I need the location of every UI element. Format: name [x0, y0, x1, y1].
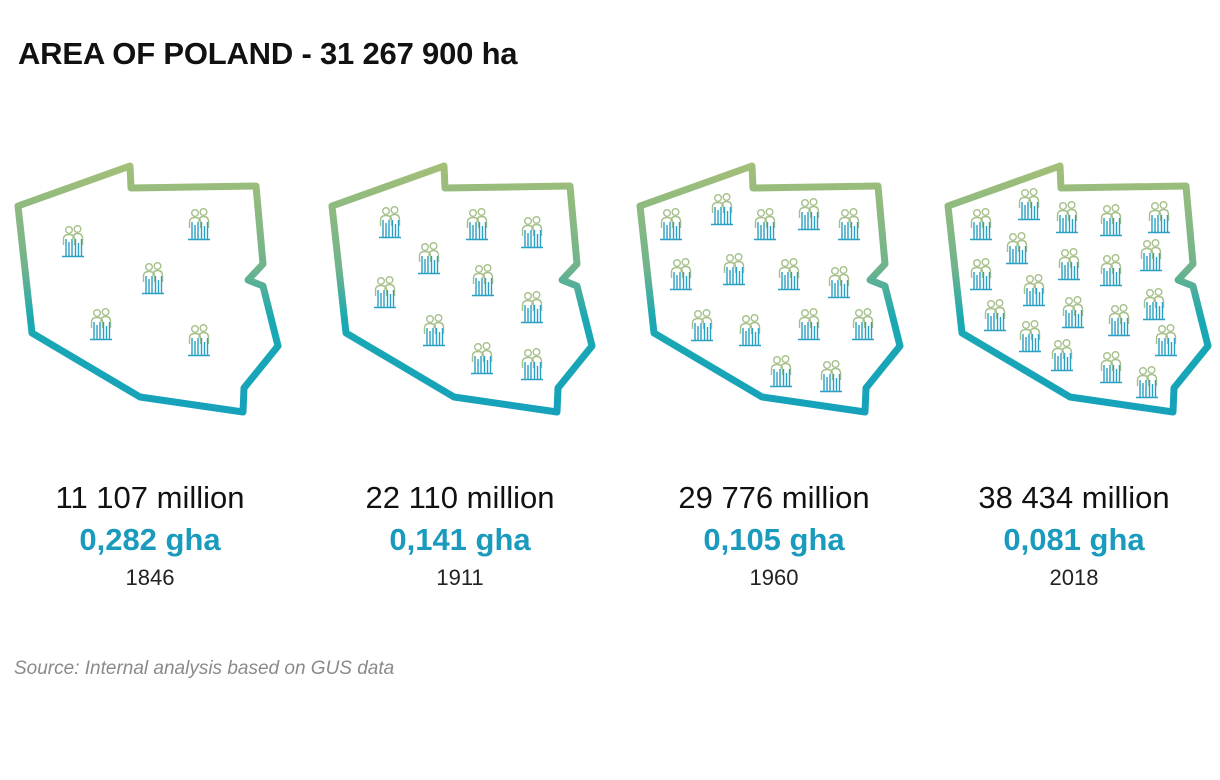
population-value: 38 434 million — [978, 480, 1170, 515]
people-icon — [797, 198, 821, 231]
people-icon — [969, 208, 993, 241]
per-capita-value: 0,141 gha — [389, 522, 531, 557]
panel-1960: 29 776 million 0,105 gha 1960 — [624, 478, 924, 594]
people-icon — [1099, 254, 1123, 287]
people-icon — [1139, 239, 1163, 272]
people-icon — [819, 360, 843, 393]
people-icon — [1050, 339, 1074, 372]
people-icon — [187, 324, 211, 357]
people-icon — [797, 308, 821, 341]
year-label: 1846 — [125, 565, 175, 590]
year-label: 2018 — [1049, 565, 1099, 590]
poland-outline — [328, 162, 596, 416]
map-panel-1960 — [636, 162, 904, 416]
people-icon — [769, 355, 793, 388]
poland-maps — [14, 162, 1212, 416]
source-note: Source: Internal analysis based on GUS d… — [14, 658, 395, 679]
chart-title: AREA OF POLAND - 31 267 900 ha — [18, 36, 518, 71]
map-panel-1911 — [328, 162, 596, 416]
poland-outline — [14, 162, 282, 416]
people-icon — [710, 193, 734, 226]
people-icon — [659, 208, 683, 241]
people-icon — [738, 314, 762, 347]
people-icon — [417, 242, 441, 275]
people-icon — [471, 264, 495, 297]
people-icon — [89, 308, 113, 341]
people-icon — [422, 314, 446, 347]
panel-1911: 22 110 million 0,141 gha 1911 — [310, 478, 610, 594]
population-value: 22 110 million — [365, 480, 555, 515]
people-icon — [520, 348, 544, 381]
people-icon — [777, 258, 801, 291]
panel-2018: 38 434 million 0,081 gha 2018 — [924, 478, 1220, 594]
map-panel-2018 — [944, 162, 1212, 416]
people-icon — [141, 262, 165, 295]
people-icon — [1057, 248, 1081, 281]
people-icon — [1018, 320, 1042, 353]
people-icon — [1022, 274, 1046, 307]
people-icon — [520, 291, 544, 324]
per-capita-value: 0,282 gha — [79, 522, 221, 557]
people-icon — [465, 208, 489, 241]
people-icon — [61, 225, 85, 258]
people-icon — [753, 208, 777, 241]
people-icon — [722, 253, 746, 286]
people-icon — [1135, 366, 1159, 399]
people-icon — [837, 208, 861, 241]
map-panel-1846 — [14, 162, 282, 416]
people-icon — [1099, 204, 1123, 237]
people-icon — [1005, 232, 1029, 265]
people-icon — [690, 309, 714, 342]
people-icon — [969, 258, 993, 291]
year-label: 1960 — [749, 565, 799, 590]
people-icon — [669, 258, 693, 291]
people-icon — [1099, 351, 1123, 384]
people-icon — [187, 208, 211, 241]
people-icon — [1147, 201, 1171, 234]
population-value: 29 776 million — [678, 480, 870, 515]
people-icon — [1061, 296, 1085, 329]
people-icon — [470, 342, 494, 375]
per-capita-value: 0,081 gha — [1003, 522, 1145, 557]
people-icon — [1055, 201, 1079, 234]
people-icon — [851, 308, 875, 341]
poland-outline — [636, 162, 904, 416]
poland-outline — [944, 162, 1212, 416]
per-capita-value: 0,105 gha — [703, 522, 845, 557]
people-icon — [983, 299, 1007, 332]
people-icon — [373, 276, 397, 309]
people-icon — [1142, 288, 1166, 321]
people-icon — [520, 216, 544, 249]
people-icon — [378, 206, 402, 239]
people-icon — [1107, 304, 1131, 337]
panel-1846: 11 107 million 0,282 gha 1846 — [0, 478, 300, 594]
people-icon — [1017, 188, 1041, 221]
people-icon — [827, 266, 851, 299]
year-label: 1911 — [436, 565, 484, 590]
people-icon — [1154, 324, 1178, 357]
population-value: 11 107 million — [55, 480, 245, 515]
